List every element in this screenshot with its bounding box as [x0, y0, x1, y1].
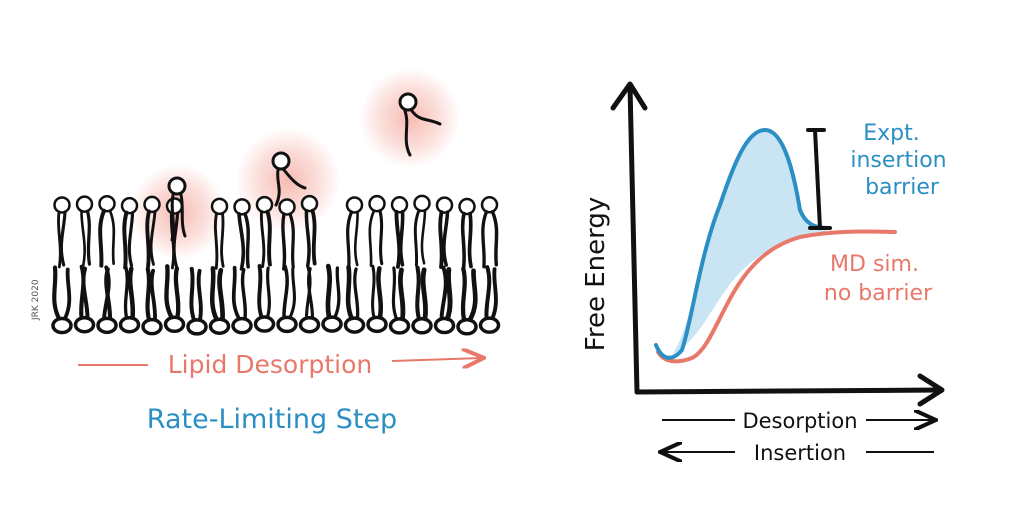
expt-barrier-label: Expt. insertion barrier [850, 121, 953, 200]
upper-lipid [480, 196, 499, 269]
lower-lipid [298, 265, 321, 334]
lower-lipid [478, 265, 501, 334]
lower-lipid [96, 265, 118, 335]
y-axis [627, 83, 640, 395]
md-sim-label: MD sim. no barrier [824, 252, 933, 306]
insertion-direction-label: Insertion [754, 441, 846, 465]
upper-lipid [278, 198, 296, 271]
free-energy-plot: Free Energy Expt. insertion barrier MD s… [581, 81, 953, 465]
x-axis [634, 387, 943, 395]
lower-lipid [276, 264, 298, 334]
lower-lipid [118, 265, 141, 334]
lower-lipid [141, 266, 163, 336]
lower-lipid [388, 266, 411, 335]
y-axis-arrowhead [610, 81, 648, 111]
expt-label-line-3: barrier [865, 175, 940, 200]
lipid-glow-2 [236, 128, 340, 232]
desorbing-lipid-3 [398, 92, 442, 157]
upper-lipid [53, 196, 71, 269]
expt-label-line-2: insertion [850, 148, 946, 173]
desorption-direction-label: Desorption [742, 409, 857, 433]
upper-lipid [143, 195, 161, 269]
lipid-glow-3 [360, 68, 460, 168]
x-axis-arrowhead [917, 373, 945, 407]
lower-lipid [253, 264, 276, 333]
upper-lipid [98, 194, 116, 268]
lower-lipid [343, 264, 366, 334]
lower-lipid [208, 265, 231, 335]
upper-lipid [345, 196, 364, 269]
lower-lipid [231, 265, 253, 335]
lower-lipid [51, 265, 73, 335]
upper-lipid [368, 194, 386, 267]
lipid-bilayer [51, 68, 501, 336]
upper-lipid [120, 196, 139, 270]
upper-lipid [255, 195, 274, 269]
artist-signature: JRK 2020 [31, 279, 41, 321]
upper-lipid [413, 194, 431, 267]
upper-lipid [75, 195, 94, 268]
desorbing-lipid-2 [271, 151, 307, 207]
free-energy-axis-label: Free Energy [581, 197, 611, 351]
lower-lipid [163, 264, 186, 334]
lower-lipid [73, 264, 96, 334]
lower-lipid [366, 264, 388, 334]
lower-lipid [411, 265, 433, 335]
lipid-desorption-label: Lipid Desorption [168, 350, 373, 379]
lower-lipid [433, 265, 456, 335]
md-sim-curve [656, 229, 897, 364]
barrier-shading [672, 130, 826, 355]
barrier-bracket [806, 128, 832, 230]
rate-limiting-caption: Rate-Limiting Step [147, 404, 397, 435]
lower-lipid [321, 263, 343, 333]
upper-lipid [210, 197, 229, 270]
md-label-line-2: no barrier [824, 281, 933, 306]
upper-lipid [458, 197, 476, 271]
md-label-line-1: MD sim. [830, 252, 919, 277]
expt-curve [654, 127, 830, 360]
desorption-arrow [391, 358, 482, 361]
desorbing-lipid-1 [167, 176, 187, 242]
upper-lipid [435, 196, 454, 270]
expt-label-line-1: Expt. [863, 121, 920, 146]
upper-leaflet [53, 194, 499, 271]
lower-lipid [186, 266, 208, 336]
lower-leaflet [51, 263, 501, 336]
upper-lipid [390, 196, 409, 269]
upper-lipid [233, 198, 251, 271]
lower-lipid [456, 266, 478, 336]
upper-lipid [300, 194, 319, 268]
